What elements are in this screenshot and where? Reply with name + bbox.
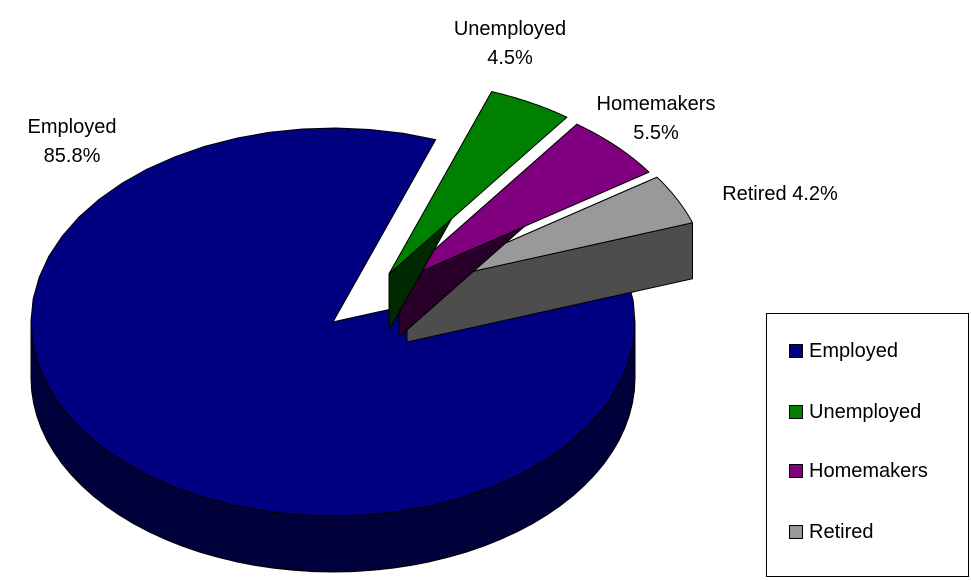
legend-label-employed: Employed [809, 339, 898, 362]
legend-label-retired: Retired [809, 520, 874, 543]
data-label-homemakers: Homemakers 5.5% [597, 93, 716, 144]
legend-item-employed: Employed [789, 339, 898, 363]
legend-swatch-employed [789, 344, 803, 358]
data-labels: Employed 85.8% Unemployed 4.5% Homemakers 5.5… [28, 18, 838, 205]
legend-item-retired: Retired [789, 520, 873, 544]
data-label-unemployed: Unemployed 4.5% [454, 18, 566, 69]
slice-top-employed [30, 127, 636, 517]
slice-top-unemployed [388, 91, 568, 275]
data-label-employed: Employed 85.8% [28, 116, 117, 167]
legend-swatch-retired [789, 525, 803, 539]
legend-label-unemployed: Unemployed [809, 400, 922, 423]
legend: Employed Unemployed Homemakers Retired [766, 313, 969, 577]
data-label-retired: Retired 4.2% [722, 183, 838, 205]
legend-item-homemakers: Homemakers [789, 459, 928, 483]
legend-swatch-homemakers [789, 464, 803, 478]
slices [30, 91, 693, 573]
legend-swatch-unemployed [789, 405, 803, 419]
legend-label-homemakers: Homemakers [809, 459, 928, 482]
slice-top-homemakers [398, 123, 650, 282]
legend-item-unemployed: Unemployed [789, 400, 921, 424]
